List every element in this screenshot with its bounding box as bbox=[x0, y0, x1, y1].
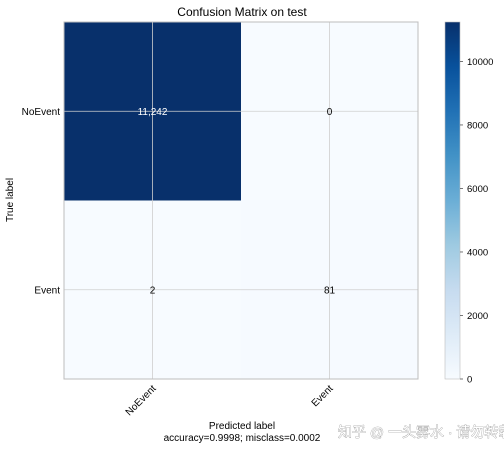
colorbar bbox=[444, 21, 461, 380]
colorbar-tick-label: 6000 bbox=[467, 184, 488, 195]
cell-value-label: 81 bbox=[324, 285, 336, 296]
cell-value-labels: 11,242 0 2 81 bbox=[138, 107, 336, 297]
heatmap-cells bbox=[64, 22, 418, 379]
x-tick-labels: NoEvent Event bbox=[124, 383, 336, 418]
plot-frame bbox=[63, 21, 419, 380]
colorbar-tick-label: 2000 bbox=[467, 311, 488, 322]
x-axis-label: Predicted label bbox=[209, 421, 275, 432]
x-tick-label: Event bbox=[310, 383, 336, 409]
y-tick-labels: NoEvent Event bbox=[22, 107, 61, 297]
chart-title: Confusion Matrix on test bbox=[177, 5, 307, 19]
cell-value-label: 2 bbox=[150, 285, 156, 296]
cell-value-label: 0 bbox=[327, 107, 333, 118]
colorbar-ticks: 0 2000 4000 6000 8000 10000 bbox=[460, 57, 493, 386]
cell-value-label: 11,242 bbox=[138, 107, 168, 118]
y-tick-label: NoEvent bbox=[22, 107, 61, 118]
colorbar-tick-label: 4000 bbox=[467, 247, 488, 258]
x-tick-label: NoEvent bbox=[124, 383, 159, 418]
watermark-text: 知乎 @ 一头雾水 · 请勿转载 2023 bbox=[338, 424, 504, 440]
colorbar-tick-label: 8000 bbox=[467, 120, 488, 131]
grid-lines bbox=[64, 22, 418, 379]
y-tick-label: Event bbox=[34, 285, 60, 296]
y-axis-label: True label bbox=[5, 178, 16, 222]
colorbar-tick-label: 0 bbox=[467, 375, 472, 386]
x-axis-subtitle: accuracy=0.9998; misclass=0.0002 bbox=[164, 433, 321, 444]
colorbar-tick-label: 10000 bbox=[467, 57, 493, 68]
